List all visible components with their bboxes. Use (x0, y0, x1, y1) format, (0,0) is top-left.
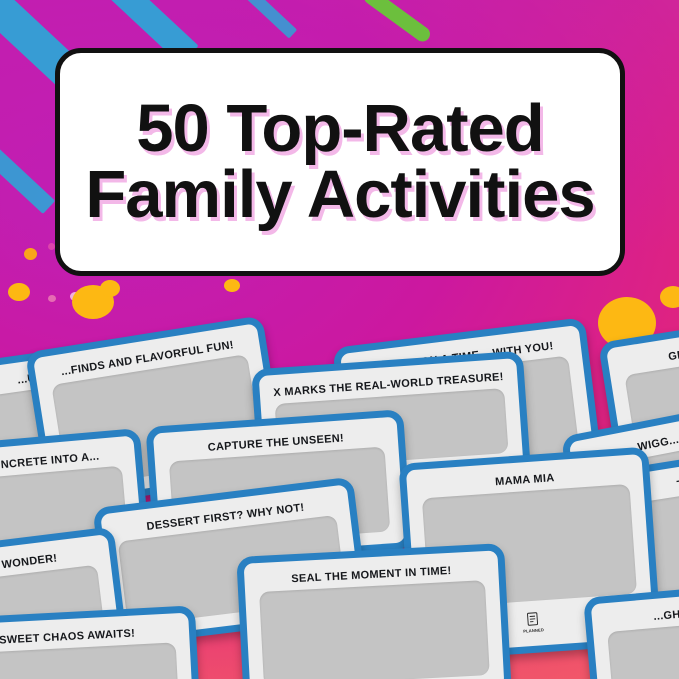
icon-label: PLANNED (523, 627, 545, 634)
confetti-dot (8, 283, 30, 301)
confetti-dot (660, 286, 679, 308)
confetti-dot (24, 248, 37, 260)
confetti-dot (224, 279, 240, 292)
title-card: 50 Top-Rated Family Activities (55, 48, 625, 276)
card-fan: ...UGHS! ...FINDS AND FLAVORFUL FUN! ONC… (0, 300, 679, 679)
confetti-dot (48, 295, 56, 302)
title-line-2: Family Activities (85, 157, 595, 232)
activity-card[interactable]: SWEET CHAOS AWAITS! (0, 605, 201, 679)
confetti-dot (48, 243, 55, 250)
activity-card[interactable]: ...GHT... (583, 582, 679, 679)
card-panel (259, 580, 490, 679)
confetti-dot (100, 280, 120, 297)
activity-card[interactable]: SEAL THE MOMENT IN TIME! (236, 543, 512, 679)
title-line-1: 50 Top-Rated (136, 90, 544, 166)
planned-icon: PLANNED (522, 610, 545, 634)
